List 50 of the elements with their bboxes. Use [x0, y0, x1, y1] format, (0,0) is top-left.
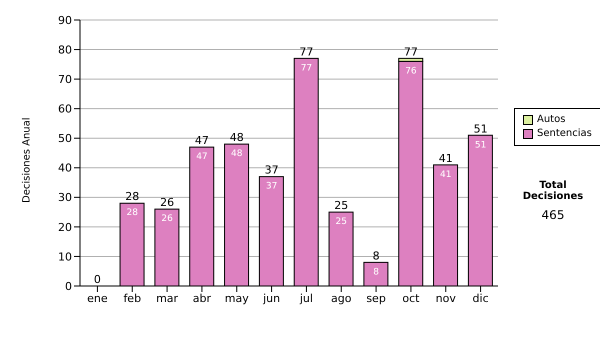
data-label: 76: [405, 66, 417, 76]
total-label: 51: [474, 122, 488, 136]
text: 465: [540, 208, 566, 222]
total-label: 0: [94, 273, 101, 286]
data-label: 8: [373, 267, 380, 278]
x-tick-label: sep: [366, 292, 386, 305]
data-label: 28: [126, 208, 138, 218]
x-tick-label: abr: [192, 292, 212, 305]
x-tick-label: jul: [298, 292, 313, 305]
y-tick-label: 10: [58, 250, 72, 264]
data-label: 41: [440, 170, 452, 180]
y-tick-label: 60: [58, 102, 72, 116]
y-tick-label: 90: [58, 14, 72, 27]
y-tick-label: 70: [58, 73, 72, 86]
total-label: 28: [125, 190, 140, 204]
data-label: 47: [196, 152, 208, 162]
data-label: 77: [300, 63, 312, 74]
y-tick-label: 30: [58, 191, 72, 204]
total-label: 77: [299, 45, 314, 58]
x-tick-label: ene: [87, 292, 108, 305]
data-label: 48: [231, 149, 243, 160]
legend-label: Autos: [537, 113, 566, 127]
x-tick-label: ago: [331, 292, 352, 305]
data-label: 26: [161, 214, 174, 224]
y-tick-label: 80: [58, 43, 72, 56]
y-tick-label: 0: [65, 280, 72, 293]
text: Total Decisiones: [522, 180, 584, 202]
x-tick-label: may: [224, 292, 250, 305]
total-label: 77: [404, 45, 418, 58]
data-label: 25: [336, 217, 347, 228]
total-label: 26: [160, 196, 174, 210]
total-label: 41: [438, 152, 453, 165]
x-tick-label: oct: [402, 292, 420, 305]
x-tick-label: mar: [156, 292, 179, 305]
x-tick-label: feb: [123, 292, 142, 305]
x-tick-label: nov: [436, 292, 456, 305]
total-label: 25: [334, 199, 348, 212]
total-label: 8: [372, 249, 380, 262]
data-label: 51: [474, 140, 486, 150]
y-tick-label: 20: [58, 220, 72, 234]
data-label: 37: [266, 182, 278, 192]
total-label: 37: [264, 164, 279, 177]
x-tick-label: dic: [472, 292, 489, 305]
x-tick-label: jun: [262, 292, 280, 305]
legend-label: Sentencias: [537, 127, 592, 141]
y-axis-title: Decisiones Anual: [22, 117, 33, 203]
y-tick-label: 50: [58, 132, 72, 146]
total-label: 48: [230, 131, 244, 144]
total-label: 47: [194, 134, 209, 148]
y-tick-label: 40: [58, 162, 72, 175]
